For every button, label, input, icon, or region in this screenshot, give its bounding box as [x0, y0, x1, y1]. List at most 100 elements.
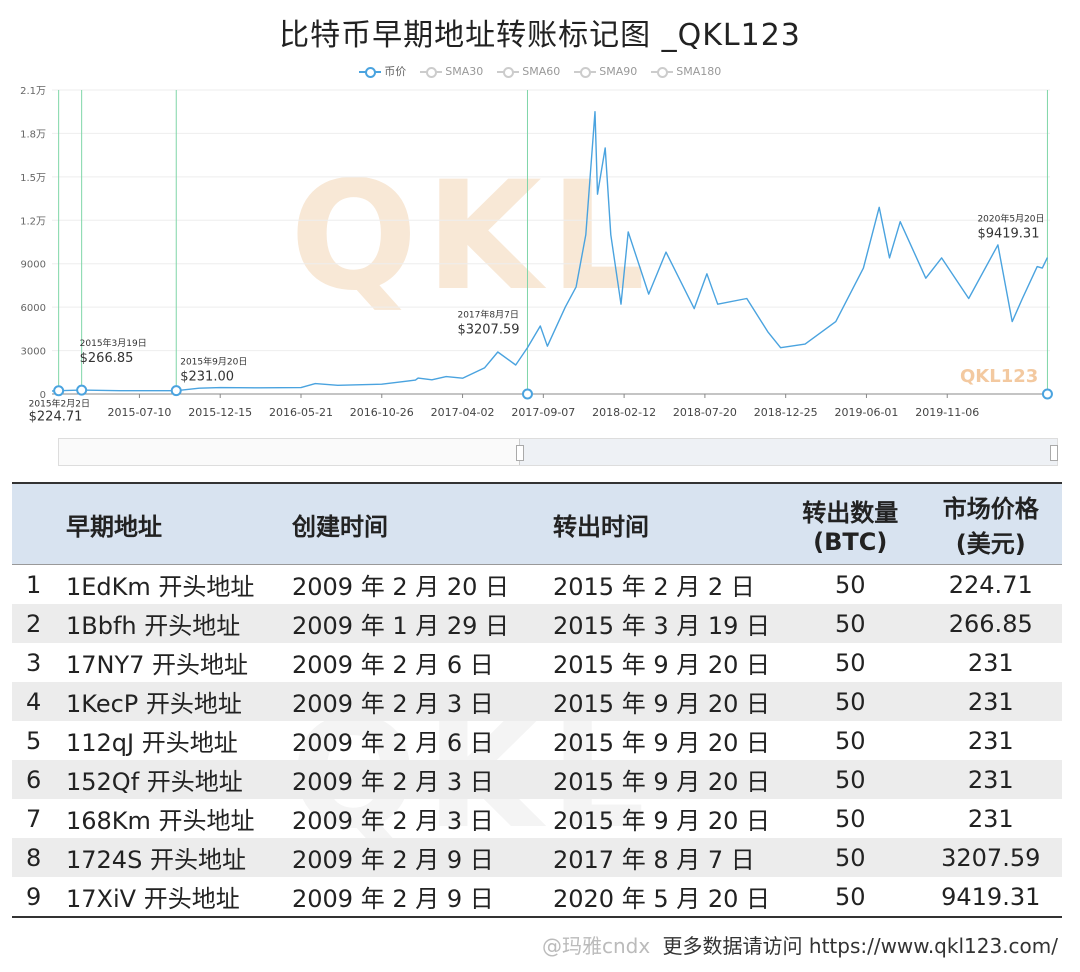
- annotation-marker: [521, 388, 533, 400]
- annotation-value-label: $3207.59: [457, 323, 519, 338]
- row-price: 231: [967, 648, 1014, 677]
- row-index: 4: [12, 682, 58, 721]
- row-index: 6: [12, 760, 58, 799]
- row-created: 2009 年 2 月 9 日: [284, 877, 545, 918]
- row-amount: 50: [834, 648, 866, 677]
- footer-link-text[interactable]: 更多数据请访问 https://www.qkl123.com/: [662, 934, 1058, 958]
- row-amount: 50: [781, 838, 920, 877]
- header-index: [12, 482, 58, 565]
- legend-item-price[interactable]: 币价: [358, 63, 406, 79]
- row-address: 17XiV 开头地址: [58, 877, 284, 918]
- x-tick-label: 2016-10-26: [350, 406, 414, 419]
- row-price: 3207.59: [919, 838, 1062, 877]
- x-tick-label: 2016-05-21: [269, 406, 333, 419]
- x-tick-label: 2018-12-25: [754, 406, 818, 419]
- row-amount: 50: [781, 760, 920, 799]
- row-index: 8: [12, 838, 58, 877]
- annotation-date-label: 2020年5月20日: [977, 213, 1044, 225]
- row-created: 2009 年 2 月 3 日: [284, 682, 545, 721]
- row-amount: 50: [834, 804, 866, 833]
- row-index: 2: [12, 604, 58, 643]
- table-header-row: 早期地址 创建时间 转出时间 转出数量 (BTC) 市场价格 (美元): [12, 482, 1062, 565]
- table-row: 2 1Bbfh 开头地址 2009 年 1 月 29 日 2015 年 3 月 19 …: [12, 604, 1062, 643]
- header-address: 早期地址: [58, 482, 284, 565]
- row-address: 112qJ 开头地址: [66, 729, 238, 757]
- row-price: 231: [967, 726, 1014, 755]
- legend-marker-icon: [650, 66, 673, 78]
- row-index: 7: [26, 804, 42, 833]
- legend-marker-icon: [573, 66, 596, 78]
- zoom-handle-left[interactable]: [516, 445, 524, 461]
- small-logo: QKL123: [960, 366, 1038, 387]
- row-transferred: 2015 年 9 月 20 日: [545, 760, 781, 799]
- annotation-value-label: $231.00: [180, 370, 234, 385]
- row-created: 2009 年 1 月 29 日: [284, 604, 545, 643]
- row-amount: 50: [834, 726, 866, 755]
- header-price: 市场价格 (美元): [919, 482, 1062, 565]
- row-index: 5: [26, 726, 42, 755]
- x-tick-label: 2017-09-07: [511, 406, 575, 419]
- annotation-date-label: 2017年8月7日: [457, 309, 518, 321]
- row-amount: 50: [781, 877, 920, 918]
- legend-item-sma180[interactable]: SMA180: [650, 65, 721, 78]
- row-created: 2009 年 2 月 6 日: [292, 729, 494, 757]
- row-transferred: 2015 年 3 月 19 日: [545, 604, 781, 643]
- row-address: 1KecP 开头地址: [58, 682, 284, 721]
- row-created: 2009 年 2 月 9 日: [284, 838, 545, 877]
- row-created: 2009 年 2 月 3 日: [292, 807, 494, 835]
- annotation-value-label: $224.71: [29, 410, 83, 425]
- y-tick-label: 1.8万: [20, 129, 46, 140]
- y-tick-label: 1.5万: [20, 173, 46, 184]
- annotation-marker: [170, 385, 182, 397]
- chart-legend: 币价 SMA30 SMA60 SMA90 SMA180: [0, 63, 1080, 79]
- row-amount: 50: [781, 604, 920, 643]
- table-row: 9 17XiV 开头地址 2009 年 2 月 9 日 2020 年 5 月 20 日…: [12, 877, 1062, 918]
- row-address: 1724S 开头地址: [58, 838, 284, 877]
- row-transferred: 2015 年 9 月 20 日: [545, 682, 781, 721]
- row-address: 152Qf 开头地址: [58, 760, 284, 799]
- annotation-date-label: 2015年3月19日: [80, 337, 147, 349]
- row-transferred: 2020 年 5 月 20 日: [545, 877, 781, 918]
- table-row: 1 1EdKm 开头地址 2009 年 2 月 20 日 2015 年 2 月 2 日…: [12, 565, 1062, 605]
- legend-item-sma90[interactable]: SMA90: [573, 65, 637, 78]
- annotation-marker: [76, 384, 88, 396]
- footer: @玛雅cndx 更多数据请访问 https://www.qkl123.com/: [542, 930, 1058, 959]
- legend-item-sma60[interactable]: SMA60: [496, 65, 560, 78]
- watermark-logo: QKL: [290, 150, 654, 324]
- legend-marker-icon: [358, 67, 381, 78]
- annotation-date-label: 2015年9月20日: [180, 356, 247, 368]
- table-row: 7 168Km 开头地址 2009 年 2 月 3 日 2015 年 9 月 20 日…: [12, 799, 1062, 838]
- zoom-selection[interactable]: [519, 439, 1057, 465]
- row-index: 1: [26, 570, 42, 599]
- x-tick-label: 2019-06-01: [834, 406, 898, 419]
- annotation-marker: [1041, 388, 1053, 400]
- address-table: 早期地址 创建时间 转出时间 转出数量 (BTC) 市场价格 (美元) 1 1EdKm…: [12, 482, 1062, 918]
- row-transferred: 2015 年 9 月 20 日: [553, 651, 771, 679]
- y-tick-label: 0: [40, 390, 46, 401]
- row-price: 266.85: [919, 604, 1062, 643]
- zoom-handle-right[interactable]: [1050, 445, 1058, 461]
- annotation-value-label: $9419.31: [977, 227, 1039, 242]
- y-tick-label: 1.2万: [20, 216, 46, 227]
- annotation-value-label: $266.85: [80, 351, 134, 366]
- row-price: 224.71: [948, 570, 1033, 599]
- header-transferred: 转出时间: [545, 482, 781, 565]
- row-transferred: 2015 年 9 月 20 日: [553, 729, 771, 757]
- zoom-slider[interactable]: [58, 438, 1058, 466]
- row-address: 1EdKm 开头地址: [66, 573, 255, 601]
- row-amount: 50: [834, 570, 866, 599]
- x-tick-label: 2018-02-12: [592, 406, 656, 419]
- x-tick-label: 2018-07-20: [673, 406, 737, 419]
- x-tick-label: 2017-04-02: [431, 406, 495, 419]
- row-transferred: 2015 年 2 月 2 日: [553, 573, 755, 601]
- weibo-handle: @玛雅cndx: [541, 934, 651, 958]
- x-tick-label: 2015-07-10: [107, 406, 171, 419]
- legend-marker-icon: [419, 66, 442, 78]
- row-created: 2009 年 2 月 20 日: [292, 573, 510, 601]
- y-tick-label: 3000: [21, 347, 46, 358]
- legend-item-sma30[interactable]: SMA30: [419, 65, 483, 78]
- y-tick-label: 2.1万: [20, 86, 46, 97]
- x-tick-label: 2015-12-15: [188, 406, 252, 419]
- annotation-marker: [53, 385, 65, 397]
